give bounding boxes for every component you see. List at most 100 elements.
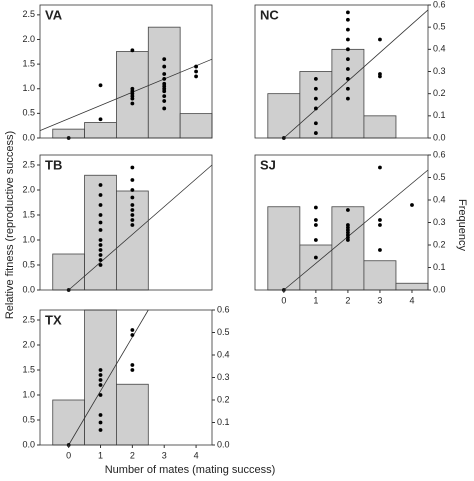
point — [130, 188, 135, 192]
y-axis-title: Relative fitness (reproductive success) — [4, 131, 16, 319]
point — [162, 89, 167, 94]
panel-frame — [39, 4, 213, 139]
y-tick-label: 0.0 — [22, 132, 35, 142]
y2-tick-label: 0.1 — [217, 417, 230, 427]
point — [98, 428, 103, 432]
point — [346, 47, 350, 52]
point — [98, 213, 103, 217]
y-tick-label: 1.5 — [22, 58, 35, 68]
point — [378, 74, 382, 79]
bar — [363, 260, 397, 291]
point — [346, 17, 350, 22]
point — [313, 131, 318, 135]
point — [130, 223, 135, 227]
bar — [363, 115, 397, 139]
point — [98, 248, 103, 252]
point — [98, 243, 103, 247]
point — [98, 383, 103, 387]
x-tick-label: 3 — [377, 295, 382, 305]
point — [346, 27, 350, 32]
bar — [267, 93, 301, 139]
x-tick-label: 3 — [162, 450, 167, 460]
y-tick-label: 1.0 — [22, 83, 35, 93]
y2-tick-label: 0.3 — [217, 372, 230, 382]
point — [346, 76, 350, 81]
y2-tick-label: 0.5 — [433, 22, 446, 32]
point — [313, 238, 318, 242]
y-tick-label: 0.5 — [22, 108, 35, 118]
fit-line — [39, 58, 213, 131]
x-tick-label: 2 — [345, 295, 350, 305]
point — [162, 76, 167, 81]
point — [313, 218, 318, 222]
y2-tick-label: 0.2 — [433, 88, 446, 98]
bar — [299, 71, 333, 139]
y2-tick-label: 0.6 — [433, 149, 446, 159]
bar — [331, 48, 365, 139]
x-tick-label: 0 — [66, 450, 71, 460]
point — [98, 373, 103, 377]
y2-tick-label: 0.0 — [433, 132, 446, 142]
y-tick-label: 2.5 — [22, 314, 35, 324]
y2-tick-label: 0.4 — [433, 44, 446, 54]
x-tick-label: 2 — [130, 450, 135, 460]
y2-tick-label: 0.4 — [217, 349, 230, 359]
point — [346, 208, 350, 212]
y2-tick-label: 0.6 — [433, 0, 446, 9]
y-tick-label: 0.5 — [22, 414, 35, 424]
point — [162, 99, 167, 103]
y-tick-label: 0.0 — [22, 284, 35, 294]
point — [313, 96, 318, 101]
point — [98, 420, 103, 425]
bar — [331, 206, 365, 291]
point — [98, 117, 103, 122]
bar — [299, 244, 333, 291]
point — [130, 96, 135, 101]
point — [346, 10, 350, 15]
point — [378, 165, 382, 170]
fit-line — [283, 9, 429, 139]
bar — [395, 282, 429, 291]
point — [130, 195, 135, 200]
point — [162, 72, 167, 76]
y-tick-label: 1.5 — [22, 209, 35, 219]
point — [98, 378, 103, 382]
panel-label: TB — [45, 157, 62, 172]
y2-tick-label: 0.2 — [217, 394, 230, 404]
point — [162, 64, 167, 69]
bar — [179, 113, 213, 139]
point — [378, 218, 382, 222]
point — [313, 223, 318, 227]
y-tick-label: 1.0 — [22, 389, 35, 399]
bar — [52, 253, 85, 291]
y2-tick-label: 0.2 — [433, 239, 446, 249]
y2-tick-label: 0.1 — [433, 262, 446, 272]
point — [162, 94, 167, 99]
point — [313, 121, 318, 126]
x-tick-label: 4 — [194, 450, 199, 460]
point — [194, 64, 198, 69]
point — [98, 228, 103, 232]
y2-tick-label: 0.5 — [217, 327, 230, 337]
y2-tick-label: 0.3 — [433, 66, 446, 76]
y-tick-label: 2.5 — [22, 159, 35, 169]
y-tick-label: 0.0 — [22, 439, 35, 449]
y2-tick-label: 0.1 — [433, 110, 446, 120]
point — [313, 86, 318, 91]
point — [346, 57, 350, 62]
fit-line — [283, 169, 429, 291]
point — [98, 253, 103, 257]
point — [98, 258, 103, 262]
y2-tick-label: 0.4 — [433, 194, 446, 204]
y-tick-label: 0.5 — [22, 259, 35, 269]
point — [313, 76, 318, 81]
point — [313, 106, 318, 111]
point — [130, 213, 135, 217]
point — [98, 183, 103, 187]
panel-label: NC — [260, 7, 279, 22]
point — [346, 37, 350, 42]
point — [130, 368, 135, 372]
x-tick-label: 4 — [409, 295, 414, 305]
y2-tick-label: 0.6 — [217, 304, 230, 314]
point — [346, 67, 350, 71]
